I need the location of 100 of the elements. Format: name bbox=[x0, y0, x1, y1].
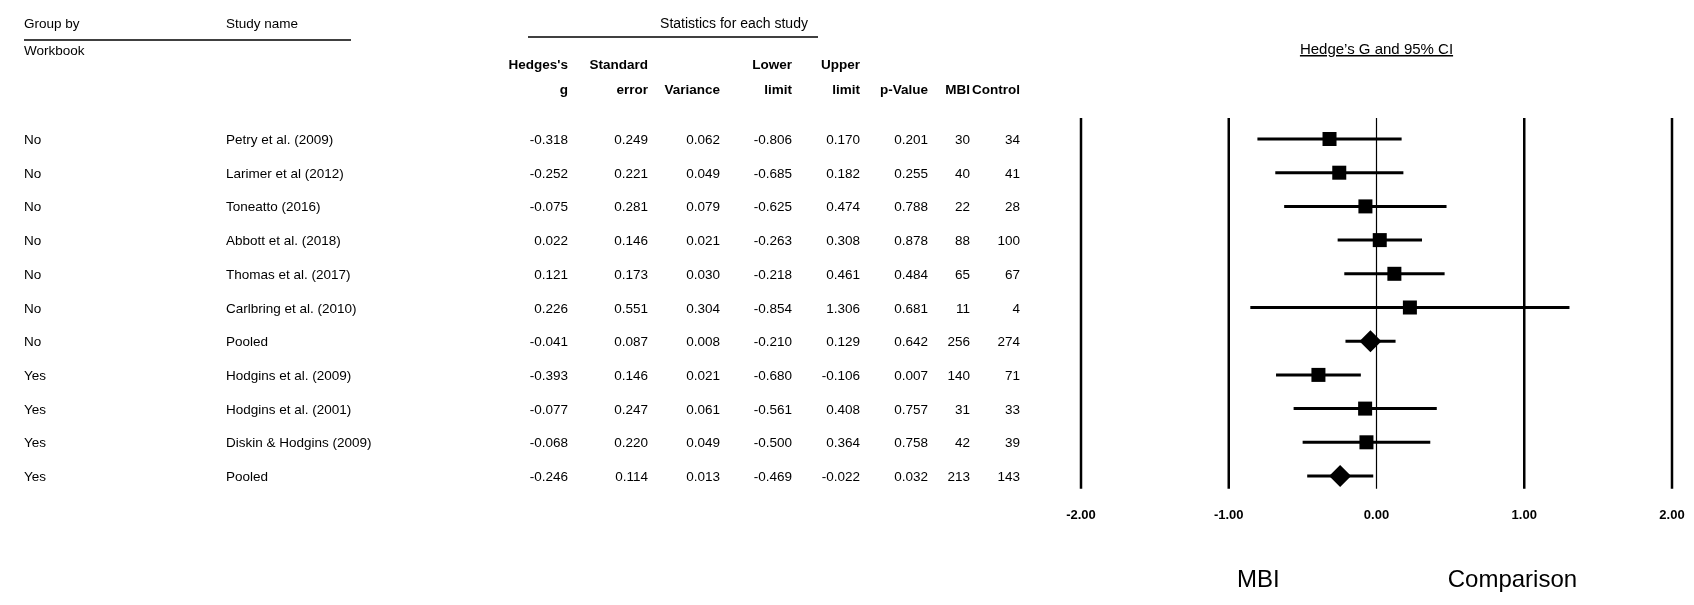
text: 0.461 bbox=[826, 266, 860, 282]
text: 0.201 bbox=[894, 132, 928, 147]
point bbox=[1387, 266, 1402, 281]
text: 0.021 bbox=[686, 367, 720, 383]
text: -0.806 bbox=[753, 132, 792, 147]
text: Diskin & Hodgins (2009) bbox=[226, 435, 372, 451]
text: Yes bbox=[24, 435, 47, 451]
text: 0.173 bbox=[614, 266, 648, 282]
x-tick-label: 2.00 bbox=[1659, 506, 1685, 522]
point bbox=[1359, 435, 1374, 450]
text: 0.484 bbox=[894, 266, 928, 282]
text: No bbox=[24, 233, 42, 249]
text: 31 bbox=[954, 401, 970, 417]
text: 0.021 bbox=[686, 233, 720, 249]
text: -0.393 bbox=[529, 367, 568, 383]
point bbox=[1332, 165, 1347, 180]
text: 0.878 bbox=[894, 233, 928, 249]
category-label: Group by Workbook bbox=[24, 16, 85, 58]
text: Carlbring et al. (2010) bbox=[226, 300, 357, 316]
category-label: Control bbox=[972, 82, 1020, 97]
text: No bbox=[24, 300, 42, 316]
text: -0.210 bbox=[753, 334, 792, 350]
text: Thomas et al. (2017) bbox=[226, 266, 351, 282]
x-tick-label: -1.00 bbox=[1213, 506, 1244, 522]
text: -0.246 bbox=[529, 469, 568, 484]
text: -0.263 bbox=[753, 233, 792, 249]
text: 0.049 bbox=[686, 165, 720, 181]
text: -0.218 bbox=[753, 266, 792, 282]
text: 71 bbox=[1004, 367, 1020, 383]
text: 100 bbox=[997, 233, 1020, 249]
category-label: MBI bbox=[945, 82, 970, 97]
text: 1.306 bbox=[826, 300, 860, 316]
text: Hodgins et al. (2001) bbox=[226, 401, 352, 417]
text: No bbox=[24, 199, 42, 215]
category-label: Lower limit bbox=[752, 57, 793, 97]
text: Pooled bbox=[226, 334, 269, 350]
text: 11 bbox=[955, 300, 970, 316]
text: -0.022 bbox=[821, 469, 860, 484]
text: 0.008 bbox=[686, 334, 720, 350]
text: 67 bbox=[1004, 266, 1020, 282]
text: -0.252 bbox=[529, 165, 568, 181]
text: Yes bbox=[24, 469, 47, 484]
text: 33 bbox=[1004, 401, 1020, 417]
text: 0.007 bbox=[894, 367, 928, 383]
point bbox=[1358, 401, 1373, 416]
text: 0.049 bbox=[686, 435, 720, 451]
text: 0.032 bbox=[894, 469, 928, 484]
category-label: Study name bbox=[226, 16, 299, 31]
point bbox=[1372, 233, 1387, 248]
text: 42 bbox=[954, 435, 970, 451]
text: 0.221 bbox=[614, 165, 648, 181]
text: 22 bbox=[954, 199, 970, 215]
text: 30 bbox=[954, 132, 970, 147]
text: 0.146 bbox=[614, 367, 648, 383]
text: 274 bbox=[997, 334, 1020, 350]
text: 140 bbox=[947, 367, 970, 383]
text: -0.680 bbox=[753, 367, 792, 383]
point bbox=[1402, 300, 1417, 315]
x-tick-label: 1.00 bbox=[1511, 506, 1537, 522]
text: 0.249 bbox=[614, 132, 648, 147]
text: 143 bbox=[997, 469, 1020, 484]
point bbox=[1359, 330, 1382, 353]
text: 0.308 bbox=[826, 233, 860, 249]
text: 0.226 bbox=[534, 300, 568, 316]
text: -0.469 bbox=[753, 469, 792, 484]
point bbox=[1311, 367, 1326, 382]
text: Yes bbox=[24, 401, 47, 417]
category-label: p-Value bbox=[879, 82, 929, 97]
text: -0.318 bbox=[529, 132, 568, 147]
text: 0.170 bbox=[826, 132, 860, 147]
text: 0.304 bbox=[686, 300, 720, 316]
point bbox=[1322, 132, 1337, 146]
text: Yes bbox=[24, 367, 47, 383]
x-tick-label: -2.00 bbox=[1066, 506, 1096, 522]
text: 0.220 bbox=[614, 435, 648, 451]
text: 0.247 bbox=[614, 401, 648, 417]
text: 0.182 bbox=[826, 165, 860, 181]
text: Hodgins et al. (2009) bbox=[226, 367, 352, 383]
text: MBI bbox=[1236, 564, 1280, 592]
text: 0.030 bbox=[686, 266, 720, 282]
text: 0.255 bbox=[894, 165, 928, 181]
chart-title: Hedge’s G and 95% CI bbox=[1299, 40, 1454, 57]
text: No bbox=[24, 132, 42, 147]
text: 0.087 bbox=[614, 334, 648, 350]
text: 0.061 bbox=[686, 401, 720, 417]
text: 0.757 bbox=[894, 401, 928, 417]
text: -0.685 bbox=[753, 165, 792, 181]
point bbox=[1329, 465, 1352, 487]
text: 0.146 bbox=[614, 233, 648, 249]
text: 0.062 bbox=[686, 132, 720, 147]
text: 41 bbox=[1004, 165, 1020, 181]
text: 213 bbox=[947, 469, 970, 484]
text: -0.068 bbox=[529, 435, 568, 451]
text: 40 bbox=[954, 165, 970, 181]
text: 0.013 bbox=[686, 469, 720, 484]
x-tick-label: 0.00 bbox=[1363, 506, 1390, 522]
text: 0.474 bbox=[826, 199, 860, 215]
category-label: Upper limit bbox=[820, 57, 861, 97]
text: 256 bbox=[947, 334, 970, 350]
text: 0.079 bbox=[686, 199, 720, 215]
